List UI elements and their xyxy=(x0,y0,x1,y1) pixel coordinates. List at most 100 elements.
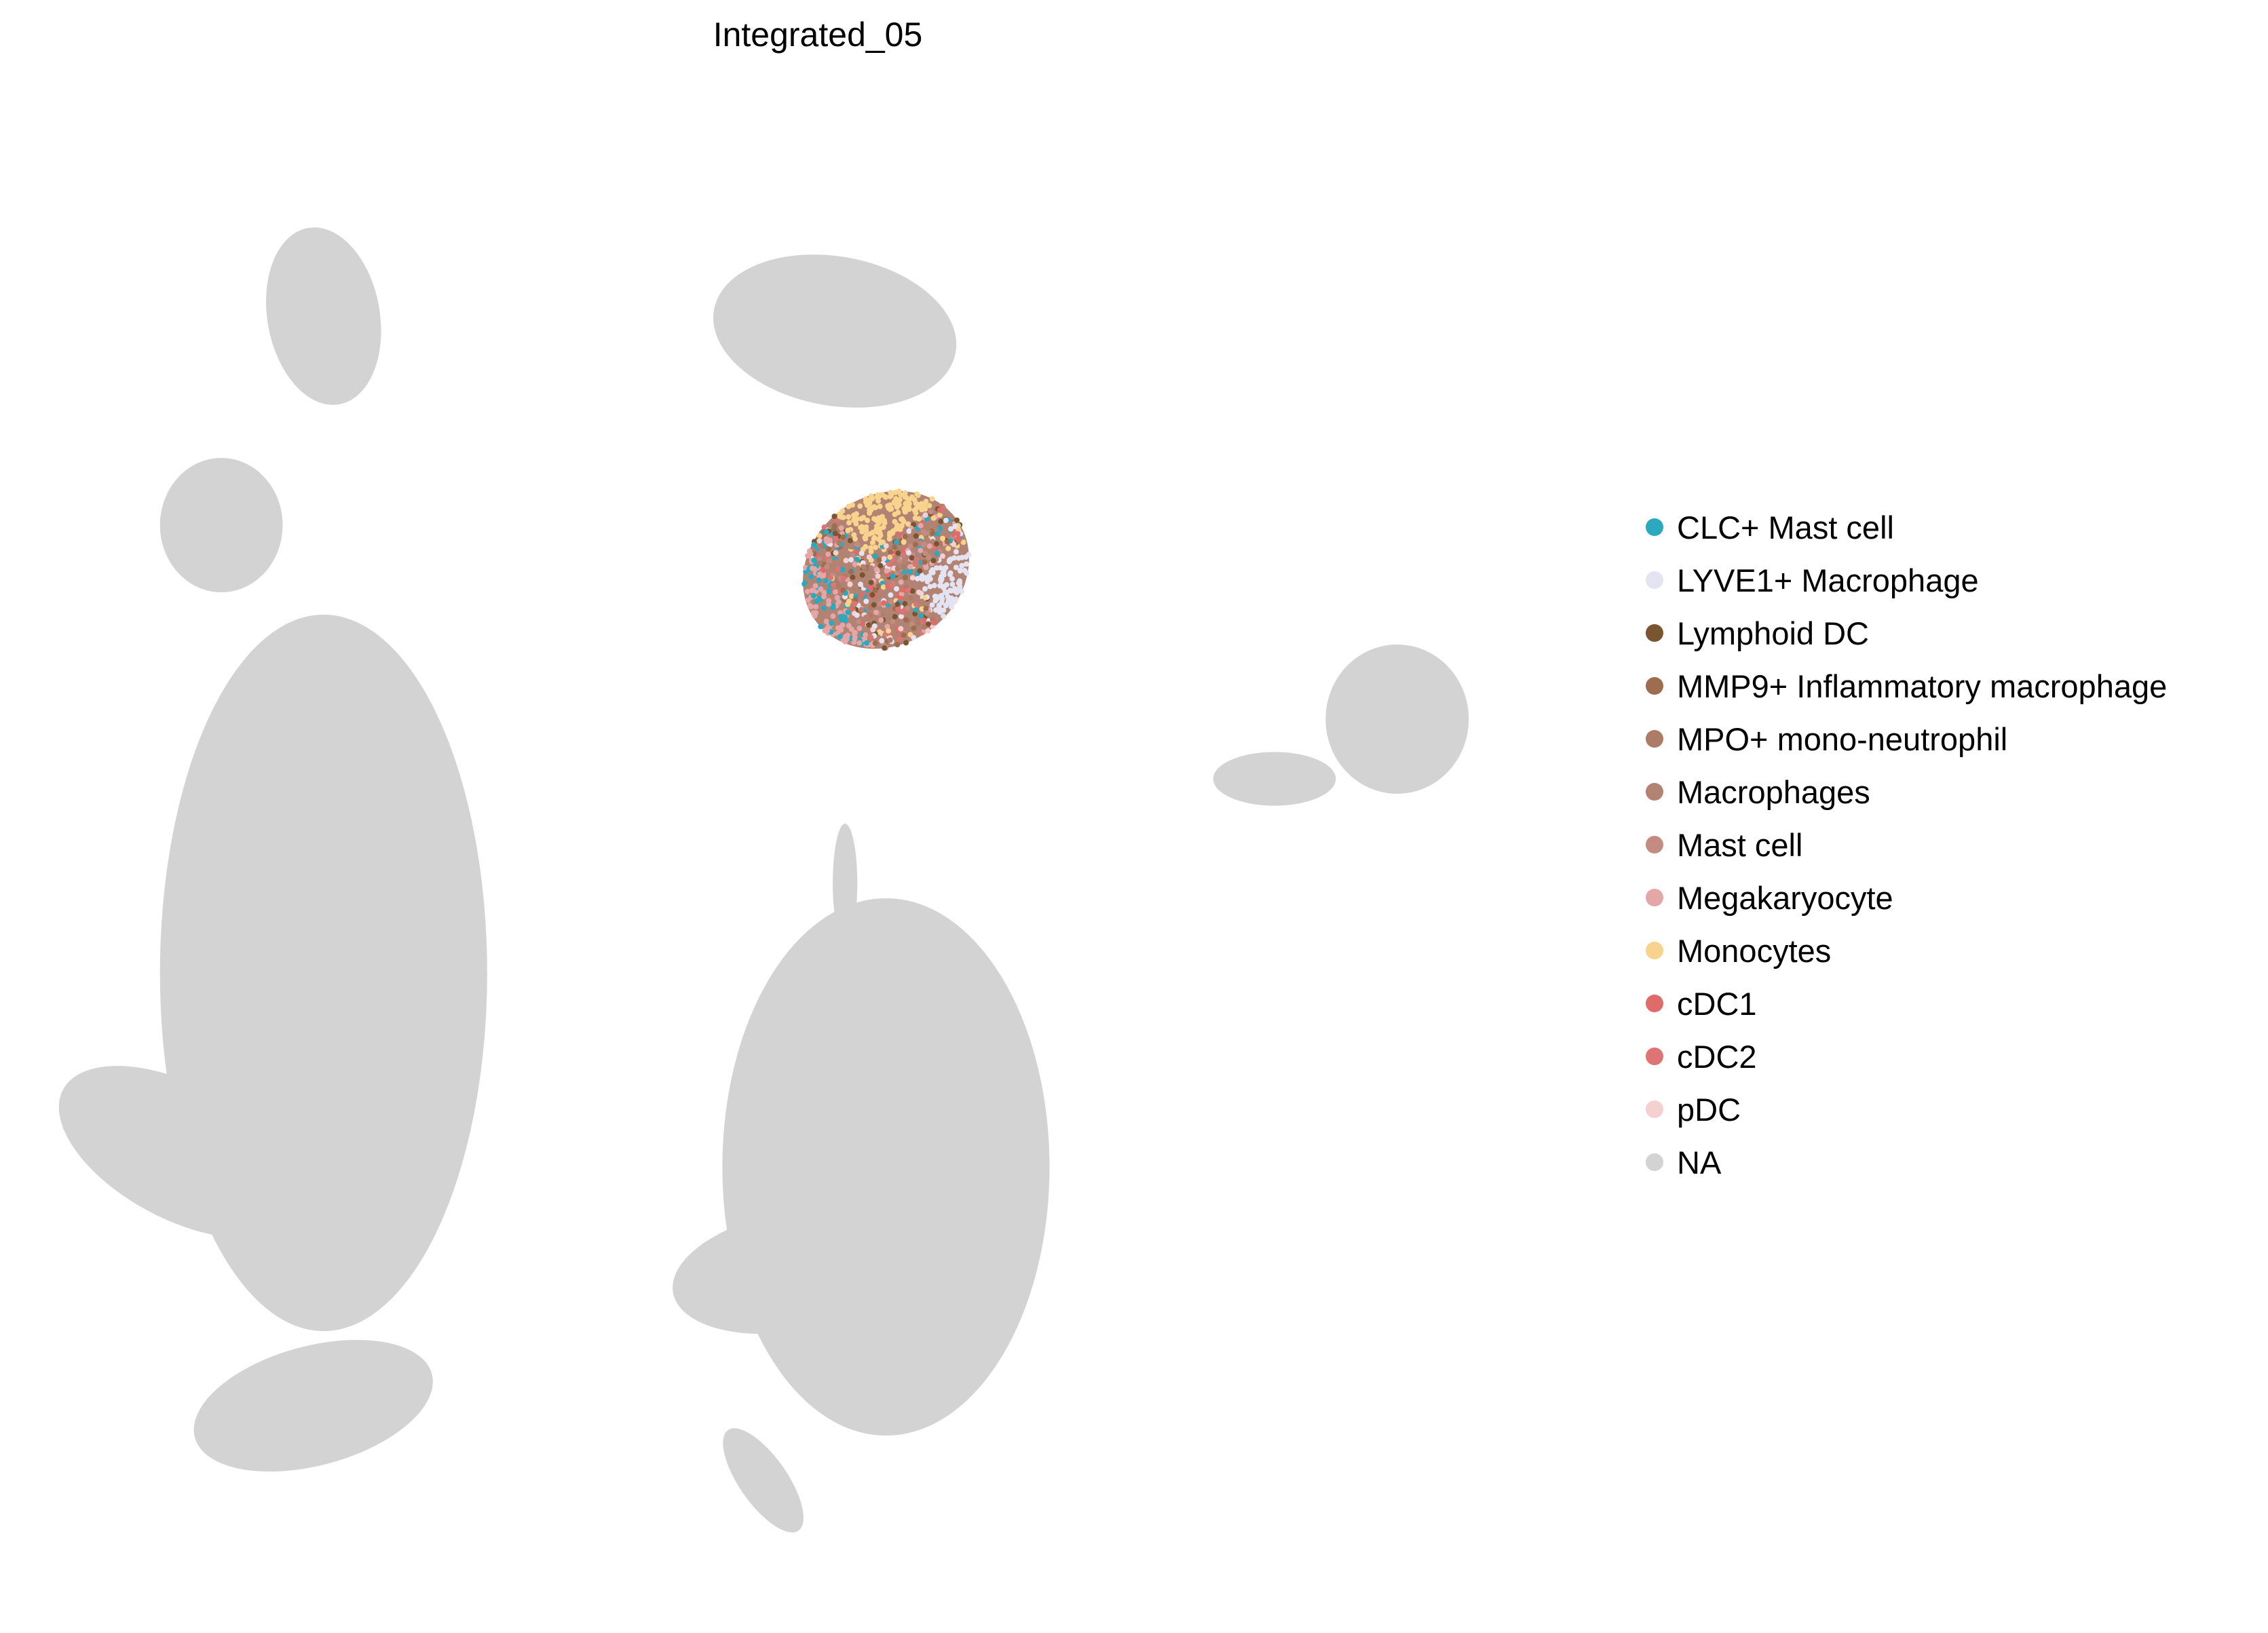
cell-point xyxy=(911,529,917,535)
cell-point xyxy=(842,638,848,645)
cell-point xyxy=(847,537,853,543)
cell-point xyxy=(865,622,871,628)
cell-point xyxy=(851,600,857,607)
cell-point xyxy=(825,551,831,557)
legend-color-swatch xyxy=(1646,571,1663,589)
legend-label: MPO+ mono-neutrophil xyxy=(1677,721,2008,757)
cell-point xyxy=(846,598,852,604)
cell-point xyxy=(827,558,833,564)
cell-point xyxy=(911,507,918,513)
legend-color-swatch xyxy=(1646,995,1663,1012)
cell-point xyxy=(805,597,811,603)
legend-color-swatch xyxy=(1646,730,1663,748)
center-lower-cluster xyxy=(722,898,1050,1436)
cell-point xyxy=(888,592,894,598)
cell-point xyxy=(863,582,869,588)
cell-point xyxy=(813,604,819,610)
cell-point xyxy=(887,637,893,643)
legend-color-swatch xyxy=(1646,624,1663,642)
cell-point xyxy=(912,561,918,567)
cell-point xyxy=(880,492,886,498)
cell-point xyxy=(921,541,927,547)
cell-point xyxy=(878,539,884,545)
cell-point xyxy=(826,588,832,594)
cell-point xyxy=(907,543,913,550)
cell-point xyxy=(903,501,909,507)
legend: CLC+ Mast cell LYVE1+ Macrophage Lymphoid … xyxy=(1646,501,2167,1189)
legend-color-swatch xyxy=(1646,1100,1663,1118)
cell-point xyxy=(898,626,904,632)
cell-point xyxy=(832,589,838,595)
cell-point xyxy=(922,512,928,518)
cell-point xyxy=(914,491,920,497)
cell-point xyxy=(848,557,854,563)
cell-point xyxy=(948,595,954,601)
cell-point xyxy=(865,518,871,524)
cell-point xyxy=(816,560,823,566)
cell-point xyxy=(888,549,894,555)
cell-point xyxy=(929,531,935,537)
cell-point xyxy=(895,550,901,556)
cell-point xyxy=(898,579,904,585)
cell-point xyxy=(937,525,943,531)
cell-point xyxy=(911,625,917,631)
cell-point xyxy=(830,613,836,619)
cell-point xyxy=(845,609,851,615)
cell-point xyxy=(922,531,928,537)
cell-point xyxy=(886,536,892,542)
cell-point xyxy=(877,629,883,635)
cell-point xyxy=(923,606,929,612)
cell-point xyxy=(941,607,947,613)
cell-point xyxy=(945,545,951,552)
cell-point xyxy=(821,524,827,531)
cell-point xyxy=(892,489,899,495)
cell-point xyxy=(941,613,947,619)
cell-point xyxy=(938,577,944,583)
cell-point xyxy=(913,533,919,539)
cell-point xyxy=(943,582,949,588)
cell-point xyxy=(915,616,921,622)
legend-label: cDC2 xyxy=(1677,1038,1757,1075)
cell-point xyxy=(879,514,885,520)
cell-point xyxy=(867,585,873,591)
right-cluster xyxy=(1325,645,1469,794)
cell-point xyxy=(879,638,885,644)
cell-point xyxy=(896,558,903,564)
cell-point xyxy=(821,594,827,600)
cell-point xyxy=(808,573,814,579)
cell-point xyxy=(849,593,855,599)
cell-point xyxy=(840,534,846,540)
cell-point xyxy=(833,550,839,556)
cell-point xyxy=(905,550,911,556)
legend-item: MMP9+ Inflammatory macrophage xyxy=(1646,659,2167,712)
cell-point xyxy=(823,578,829,584)
cell-point xyxy=(907,569,913,575)
cell-point xyxy=(900,552,906,558)
cell-point xyxy=(916,589,922,595)
cell-point xyxy=(899,516,905,522)
cell-point xyxy=(863,598,869,604)
cell-point xyxy=(895,606,901,612)
cell-point xyxy=(881,556,887,562)
chart-title: Integrated_05 xyxy=(713,16,923,54)
cell-point xyxy=(930,619,937,626)
top-center-cluster xyxy=(713,254,957,408)
cell-point xyxy=(899,609,905,615)
cell-point xyxy=(854,549,860,555)
bottom-center-cluster xyxy=(723,1428,804,1533)
cell-point xyxy=(875,573,881,579)
cell-point xyxy=(873,609,879,615)
cell-point xyxy=(907,594,913,600)
cell-point xyxy=(922,550,928,556)
cell-point xyxy=(856,626,863,632)
cell-point xyxy=(867,497,873,503)
legend-item: MPO+ mono-neutrophil xyxy=(1646,712,2167,765)
cell-point xyxy=(905,521,911,527)
cell-point xyxy=(890,619,896,625)
cell-point xyxy=(856,619,862,625)
legend-item: pDC xyxy=(1646,1083,2167,1136)
cell-point xyxy=(913,556,920,562)
cell-point xyxy=(858,516,865,522)
legend-item: Megakaryocyte xyxy=(1646,871,2167,924)
cell-point xyxy=(893,539,899,545)
